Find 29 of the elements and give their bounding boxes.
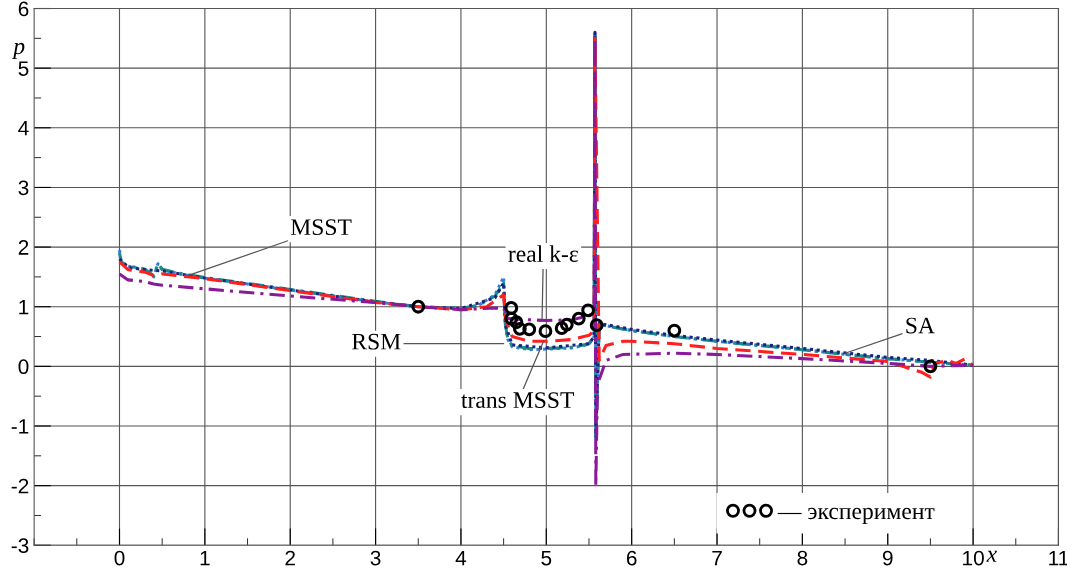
y-tick-label: 0 [18,359,29,375]
legend-label: — эксперимент [777,507,935,525]
y-tick-label: -2 [11,478,29,494]
x-tick-label: 3 [370,550,381,566]
x-tick-label: 2 [285,550,295,566]
y-tick-label: -1 [11,419,29,434]
y-tick-label: 4 [18,121,29,136]
y-tick-label: 6 [18,1,29,17]
x-tick-label: 9 [882,550,893,566]
annotation: trans MSST [461,392,575,409]
x-tick-label: 6 [626,550,637,566]
y-tick-label: 3 [18,180,29,196]
x-tick-label: 5 [541,550,552,566]
x-tick-label: 10 [963,550,984,566]
y-tick-label: 5 [18,61,29,76]
x-tick-label: 0 [114,550,125,566]
x-tick-label: 7 [712,550,722,566]
x-tick-label: 1 [200,550,210,566]
y-tick-label: 1 [19,299,29,315]
annotation: SA [906,317,935,334]
y-axis-title: p [11,42,25,59]
y-tick-label: -3 [11,538,29,554]
annotation: real k-ε [508,245,579,262]
annotation: MSST [290,219,352,236]
x-axis-title: x [986,550,997,562]
y-tick-label: 2 [18,240,29,255]
x-tick-label: 4 [455,550,467,566]
annotation: RSM [352,333,401,350]
x-tick-label: 8 [797,550,808,566]
